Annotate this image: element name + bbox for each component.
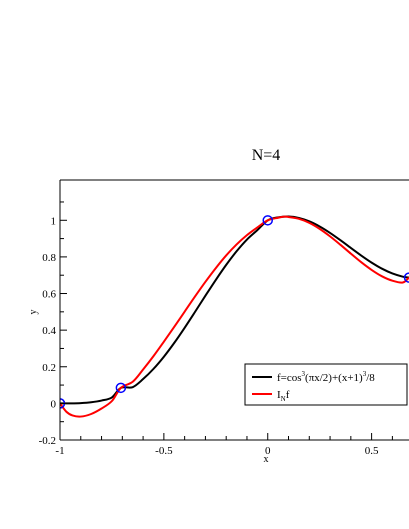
interpolation-node-marker (262, 215, 273, 226)
y-tick-label: 0.6 (42, 289, 56, 301)
y-tick-label: 0.4 (42, 325, 56, 337)
chart-title: N=4 (252, 147, 281, 164)
x-tick-label: -0.5 (155, 445, 173, 457)
interpolation-node-marker (115, 382, 127, 394)
series-line-interpolant (60, 215, 409, 418)
y-tick-label: 0.2 (42, 362, 56, 374)
legend-box (244, 363, 408, 406)
x-axis-ticks: -1 -0.5 0 0.5 (55, 433, 393, 457)
y-axis-label: y (28, 310, 39, 315)
legend-label-f: f=cos3(πx/2)+(x+1)3/8 (277, 370, 375, 384)
legend: f=cos3(πx/2)+(x+1)3/8 INf (244, 363, 408, 406)
x-tick-label: 0.5 (365, 445, 379, 457)
y-tick-label: -0.2 (39, 435, 56, 447)
x-tick-label: 0 (265, 445, 271, 457)
y-axis-ticks: -0.2 0 0.2 0.4 0.6 0.8 1 (39, 201, 67, 447)
y-tick-label: 0 (51, 398, 57, 410)
y-tick-label: 1 (51, 215, 57, 227)
y-tick-label: 0.8 (42, 252, 56, 264)
legend-label-interpolant: INf (277, 389, 290, 403)
x-tick-label: -1 (55, 445, 64, 457)
series-layer (60, 215, 409, 418)
x-axis-label: x (264, 454, 269, 465)
interpolation-node-marker (403, 272, 409, 283)
